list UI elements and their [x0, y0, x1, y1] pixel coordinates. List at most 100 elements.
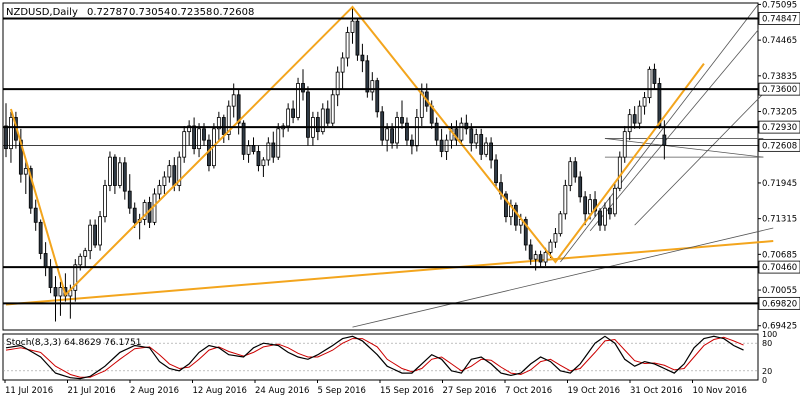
- horizontal-levels-layer: [3, 17, 758, 305]
- candle: [117, 157, 122, 189]
- candle: [439, 128, 444, 158]
- candle-body-bullish: [162, 176, 167, 186]
- candle-body-bearish: [578, 176, 583, 198]
- candle: [419, 83, 424, 126]
- candle: [167, 159, 172, 183]
- level-price-box: [758, 138, 800, 152]
- candle: [127, 174, 132, 214]
- candle-body-bullish: [246, 145, 251, 155]
- chart-header: NZDUSD,Daily 0.72787 0.73054 0.72358 0.7…: [6, 7, 254, 18]
- candle: [355, 18, 360, 61]
- candle-body-bearish: [528, 244, 533, 260]
- stochastic-lines-layer: [3, 335, 758, 380]
- candle: [122, 157, 127, 200]
- candle-body-bullish: [78, 255, 83, 266]
- candle-body-bearish: [608, 207, 612, 215]
- candle-body-bullish: [152, 193, 157, 223]
- candle: [583, 191, 588, 226]
- candle: [603, 202, 607, 231]
- candle-body-bullish: [588, 199, 592, 215]
- candle-body-bearish: [241, 122, 246, 155]
- candle: [434, 117, 439, 146]
- candle: [325, 100, 330, 126]
- candle-body-bearish: [360, 54, 365, 62]
- price-tick-label: 0.73835: [762, 72, 797, 82]
- candle-body-bullish: [226, 105, 231, 135]
- candle-body-bearish: [573, 161, 578, 178]
- candle: [271, 131, 276, 163]
- stochastic-tick-label: 100: [762, 330, 777, 339]
- candle-body-bullish: [414, 117, 419, 147]
- candle: [380, 106, 385, 146]
- candle-body-bullish: [459, 122, 464, 141]
- orange-support-trendline: [5, 240, 774, 306]
- candle: [256, 145, 261, 172]
- candle: [266, 137, 271, 166]
- candle-body-bullish: [23, 168, 28, 175]
- candle: [578, 171, 583, 203]
- level-price-box: [758, 82, 800, 96]
- time-axis: 11 Jul 2016 21 Jul 2016 2 Aug 2016 12 Aug 2…: [4, 380, 747, 396]
- price-tick-label: 0.69425: [762, 322, 797, 332]
- candle-body-bullish: [568, 161, 573, 186]
- candle: [632, 106, 637, 129]
- time-tick-label: 2 Aug 2016: [130, 386, 179, 396]
- time-tick-label: 7 Oct 2016: [505, 386, 552, 396]
- candle-body-bullish: [197, 128, 201, 150]
- candle: [162, 171, 167, 194]
- candle-body-bearish: [43, 253, 48, 269]
- candle-body-bullish: [167, 165, 172, 178]
- candle-body-bearish: [291, 108, 296, 118]
- candle: [132, 202, 137, 228]
- price-panel-frame: [2, 2, 759, 331]
- header-symbol: NZDUSD,Daily: [6, 7, 78, 18]
- header-low: 0.72358: [171, 7, 212, 18]
- candle: [657, 77, 662, 129]
- candle: [652, 63, 657, 90]
- candle-body-bearish: [202, 128, 206, 141]
- candle: [484, 137, 489, 158]
- header-close: 0.72608: [213, 7, 254, 18]
- price-tick-label: 0.71945: [762, 179, 797, 189]
- candle: [108, 151, 112, 192]
- candle: [113, 154, 117, 194]
- box-diagonal: [604, 138, 764, 158]
- candle-body-bearish: [365, 60, 370, 93]
- candle-body-bearish: [400, 117, 404, 124]
- stochastic-tick-label: 20: [762, 367, 772, 376]
- candle: [335, 66, 340, 107]
- candle: [142, 199, 147, 226]
- candle-body-bearish: [132, 207, 137, 223]
- price-tick-label: 0.74465: [762, 36, 797, 46]
- candle: [598, 208, 602, 231]
- candle: [4, 103, 8, 158]
- candle-body-bearish: [657, 83, 662, 127]
- candle-body-bearish: [405, 122, 409, 141]
- candle-body-bearish: [489, 142, 494, 161]
- candle-body-bearish: [306, 91, 310, 138]
- candle-body-bullish: [627, 114, 632, 133]
- candle: [53, 276, 58, 322]
- candle-body-bullish: [276, 128, 281, 158]
- candle: [216, 111, 221, 141]
- candle: [33, 199, 38, 231]
- candle: [340, 52, 345, 90]
- candle: [558, 210, 563, 237]
- stochastic-tick-label: 0: [762, 376, 767, 385]
- level-price-box: [758, 12, 800, 25]
- candle-body-bearish: [434, 122, 439, 141]
- candle-body-bullish: [231, 94, 236, 107]
- candle-body-bearish: [38, 221, 43, 254]
- channel-line: [352, 227, 774, 328]
- level-price-label: 0.70460: [762, 263, 797, 273]
- candle-body-bearish: [221, 117, 226, 135]
- candle: [627, 108, 632, 141]
- candle: [187, 120, 192, 146]
- candle: [360, 43, 365, 73]
- candle-body-bearish: [523, 219, 528, 246]
- candle-body-bullish: [98, 216, 102, 246]
- candle-body-bearish: [93, 224, 97, 246]
- candle-body-bullish: [340, 57, 345, 73]
- candle-body-bullish: [9, 117, 13, 150]
- candle: [612, 182, 617, 217]
